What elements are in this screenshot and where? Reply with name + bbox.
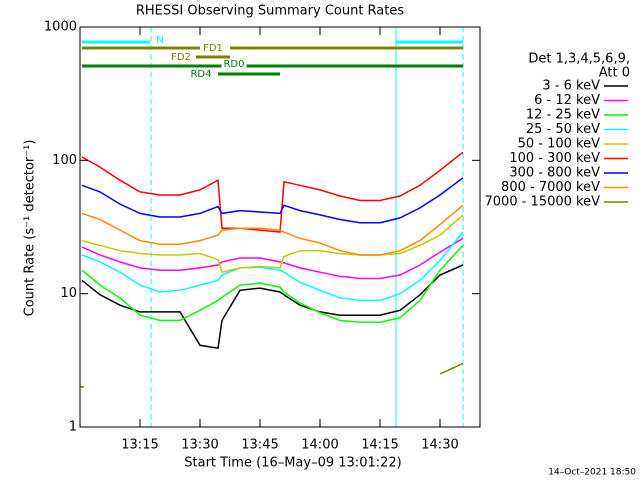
series-line <box>81 214 464 274</box>
x-tick-label: 14:00 <box>301 438 338 453</box>
legend-label: 50 - 100 keV <box>518 137 601 152</box>
x-tick-label: 13:45 <box>241 438 278 453</box>
legend-label: 12 - 25 keV <box>526 108 600 123</box>
flag-label: RD4 <box>190 69 211 80</box>
plot-frame <box>79 26 481 428</box>
y-tick-label: 100 <box>52 153 77 168</box>
legend-label: 7000 - 15000 keV <box>485 195 601 210</box>
series-line <box>81 264 464 350</box>
y-axis-label: Count Rate (s⁻¹ detector⁻¹) <box>23 140 38 317</box>
series-line <box>439 362 464 375</box>
x-tick-label: 14:30 <box>421 438 458 453</box>
x-axis-label: Start Time (16–May–09 13:01:22) <box>184 456 401 471</box>
flag-label: N <box>156 35 163 46</box>
y-tick-label: 1 <box>69 420 77 435</box>
chart-title: RHESSI Observing Summary Count Rates <box>136 4 405 19</box>
legend-label: 100 - 300 keV <box>509 151 600 166</box>
series-line <box>81 237 464 280</box>
legend-label: 300 - 800 keV <box>509 166 600 181</box>
legend-label: 6 - 12 keV <box>534 93 600 108</box>
flag-label-bg <box>221 59 247 70</box>
y-tick-label: 10 <box>60 286 77 301</box>
series-line <box>81 151 464 233</box>
x-tick-label: 13:15 <box>121 438 158 453</box>
flag-label: FD1 <box>203 43 223 54</box>
flag-label: FD2 <box>171 52 191 63</box>
x-tick-label: 13:30 <box>181 438 218 453</box>
legend-title: Det 1,3,4,5,6,9, <box>528 52 630 67</box>
flag-label-bg <box>154 35 166 46</box>
legend-label: 3 - 6 keV <box>542 79 600 94</box>
flag-label: RD0 <box>223 59 244 70</box>
footer-date: 14–Oct–2021 18:50 <box>548 468 636 478</box>
legend-label: 800 - 7000 keV <box>501 180 600 195</box>
series-line <box>81 244 464 324</box>
series-line <box>81 204 464 256</box>
x-tick-label: 14:15 <box>361 438 398 453</box>
flag-label-bg <box>188 69 214 80</box>
series-line <box>81 231 464 302</box>
flag-label-bg <box>201 43 225 54</box>
legend-label: 25 - 50 keV <box>526 122 600 137</box>
flag-label-bg <box>169 52 193 63</box>
y-tick-label: 1000 <box>44 20 77 35</box>
legend-title: Att 0 <box>599 66 630 81</box>
series-line <box>81 177 464 224</box>
